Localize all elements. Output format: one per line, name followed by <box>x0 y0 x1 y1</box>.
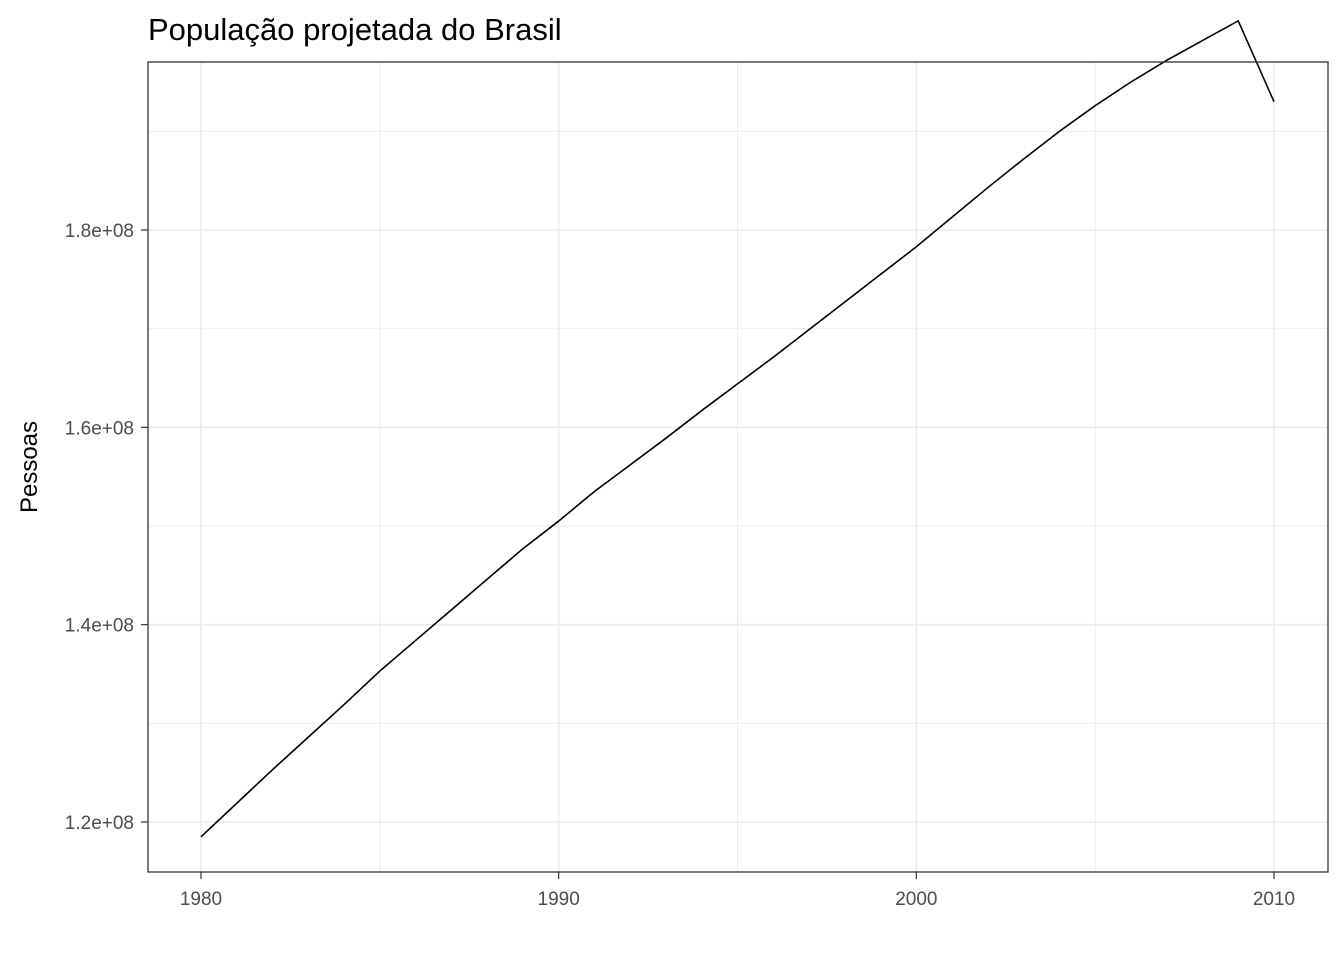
x-axis: 1980 1990 2000 2010 <box>180 872 1295 910</box>
population-line <box>200 19 1275 838</box>
x-tick-label: 1990 <box>538 889 580 910</box>
x-tick-label: 2010 <box>1253 889 1295 910</box>
plot-border <box>147 61 1329 873</box>
major-grid <box>148 62 1328 872</box>
x-tick-label: 1980 <box>180 889 222 910</box>
x-tick-label: 2000 <box>895 889 937 910</box>
minor-grid <box>148 62 1328 872</box>
plot-panel <box>148 62 1328 872</box>
y-tick-label: 1.6e+08 <box>65 418 134 439</box>
y-tick-label: 1.8e+08 <box>65 221 134 242</box>
chart-title: População projetada do Brasil <box>148 12 562 47</box>
y-tick-label: 1.2e+08 <box>65 813 134 834</box>
y-axis-title: Pessoas <box>16 421 43 513</box>
y-axis: 1.2e+08 1.4e+08 1.6e+08 1.8e+08 <box>65 221 148 834</box>
y-tick-label: 1.4e+08 <box>65 616 134 637</box>
